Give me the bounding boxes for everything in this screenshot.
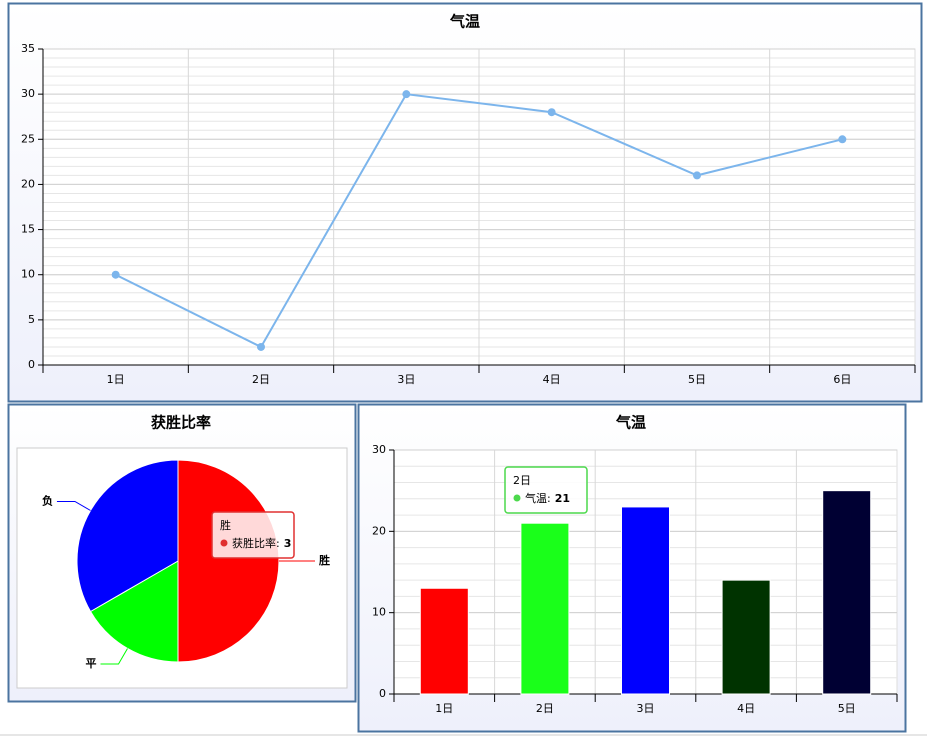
bar: [822, 490, 872, 695]
x-tick-label: 1日: [435, 702, 453, 715]
y-tick-label: 0: [379, 687, 386, 700]
y-tick-label: 20: [21, 177, 35, 190]
bar: [721, 579, 771, 695]
y-tick-label: 5: [28, 313, 35, 326]
x-tick-label: 3日: [397, 373, 415, 386]
y-tick-label: 0: [28, 358, 35, 371]
tooltip-box: [211, 511, 295, 559]
y-tick-label: 15: [21, 223, 35, 236]
bar: [621, 506, 670, 695]
x-tick-label: 2日: [252, 373, 270, 386]
point: [693, 171, 701, 180]
point: [838, 135, 847, 144]
point: [547, 108, 556, 117]
pie-label: 平: [86, 657, 97, 670]
connector: [100, 648, 128, 665]
x-tick-label: 4日: [543, 373, 561, 386]
y-tick-label: 25: [21, 132, 35, 145]
x-tick-label: 2日: [536, 702, 554, 715]
bar: [520, 522, 570, 695]
line: [115, 93, 843, 349]
x-tick-label: 4日: [737, 702, 755, 715]
tooltip-label: 气温:: [525, 491, 551, 505]
bar: [419, 587, 469, 695]
connector: [56, 501, 91, 511]
y-tick-label: 20: [372, 524, 386, 537]
tooltip-marker: [513, 494, 521, 502]
x-tick-label: 6日: [833, 373, 851, 386]
tooltip-box: [504, 466, 588, 514]
x-tick-label: 5日: [838, 702, 856, 715]
chart-title: 气温: [615, 414, 646, 432]
pie-label: 胜: [318, 553, 330, 567]
point: [111, 270, 120, 279]
pie-label: 负: [42, 494, 53, 508]
chart-title: 获胜比率: [151, 414, 211, 432]
tooltip-label: 获胜比率:: [232, 536, 280, 550]
point: [257, 342, 265, 351]
tooltip-marker: [220, 539, 228, 547]
tooltip-title: 胜: [220, 518, 231, 532]
tooltip-title: 2日: [513, 474, 531, 487]
x-tick-label: 1日: [107, 373, 125, 386]
y-tick-label: 30: [21, 87, 35, 100]
point: [402, 90, 411, 99]
tooltip-value: 3: [284, 537, 292, 550]
tooltip-value: 21: [555, 492, 570, 505]
x-tick-label: 3日: [637, 702, 655, 715]
y-tick-label: 30: [372, 443, 386, 456]
y-tick-label: 35: [21, 42, 35, 55]
chart-title: 气温: [449, 13, 480, 31]
x-tick-label: 5日: [688, 373, 706, 386]
y-tick-label: 10: [372, 606, 386, 619]
y-tick-label: 10: [21, 268, 35, 281]
pie-slice: [89, 560, 179, 663]
